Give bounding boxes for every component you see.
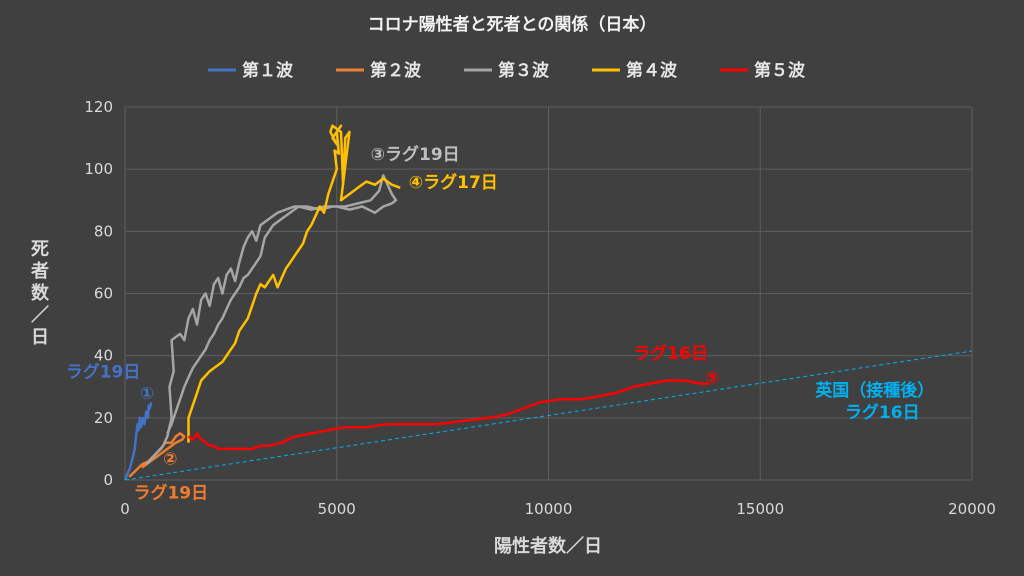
annotation-label: ラグ19日 bbox=[66, 361, 141, 382]
legend-label: 第４波 bbox=[626, 60, 678, 81]
annotations: ③ラグ19日④ラグ17日ラグ19日①②ラグ19日ラグ16日⑤英国（接種後）ラグ1… bbox=[66, 144, 935, 504]
x-tick-label: 5000 bbox=[318, 500, 356, 518]
x-tick-label: 10000 bbox=[525, 500, 573, 518]
chart-title: コロナ陽性者と死者との関係（日本） bbox=[368, 14, 657, 35]
series-line-4 bbox=[187, 124, 401, 443]
y-axis-title-char: 死 bbox=[31, 239, 49, 260]
x-tick-label: 15000 bbox=[736, 500, 784, 518]
y-tick-label: 120 bbox=[84, 98, 113, 116]
y-axis-title-char: ／ bbox=[31, 305, 49, 326]
y-tick-label: 60 bbox=[94, 285, 113, 303]
y-axis-title-char: 数 bbox=[31, 282, 50, 304]
series-line-3 bbox=[145, 174, 398, 466]
y-tick-label: 40 bbox=[94, 347, 113, 365]
y-axis-title: 死者数／日 bbox=[30, 239, 50, 348]
annotation-label: ラグ19日 bbox=[133, 483, 208, 504]
annotation-label: ⑤ bbox=[705, 369, 719, 389]
y-tick-label: 100 bbox=[84, 160, 113, 178]
annotation-label: 英国（接種後） bbox=[815, 380, 934, 401]
x-tick-label: 20000 bbox=[948, 500, 996, 518]
legend-label: 第３波 bbox=[498, 60, 550, 81]
annotation-label: ラグ16日 bbox=[633, 343, 708, 364]
annotation-label: ④ラグ17日 bbox=[409, 172, 498, 193]
legend-label: 第１波 bbox=[242, 60, 294, 81]
annotation-label: ① bbox=[140, 384, 154, 404]
legend-label: 第５波 bbox=[754, 60, 806, 81]
y-tick-label: 80 bbox=[94, 222, 113, 240]
annotation-label: ③ラグ19日 bbox=[371, 144, 460, 165]
legend-label: 第２波 bbox=[370, 60, 422, 81]
x-tick-label: 0 bbox=[120, 500, 130, 518]
series-line-6 bbox=[124, 350, 973, 481]
y-tick-label: 0 bbox=[103, 471, 113, 489]
tick-labels: 0 20 40 60 80 100 120 0 5000 10000 15000 20000 bbox=[84, 98, 996, 518]
gridlines bbox=[124, 106, 973, 481]
series-line-1 bbox=[123, 401, 153, 481]
y-axis-title-char: 者 bbox=[30, 261, 49, 282]
series-line-2 bbox=[128, 432, 186, 478]
annotation-label: ラグ16日 bbox=[845, 402, 920, 423]
series-layer bbox=[123, 124, 973, 481]
legend: 第１波 第２波 第３波 第４波 第５波 bbox=[208, 60, 806, 81]
y-axis-title-char: 日 bbox=[31, 327, 49, 348]
series-line-5 bbox=[187, 379, 710, 451]
annotation-label: ② bbox=[163, 449, 177, 469]
x-axis-title: 陽性者数／日 bbox=[494, 535, 602, 557]
y-tick-label: 20 bbox=[94, 409, 113, 427]
